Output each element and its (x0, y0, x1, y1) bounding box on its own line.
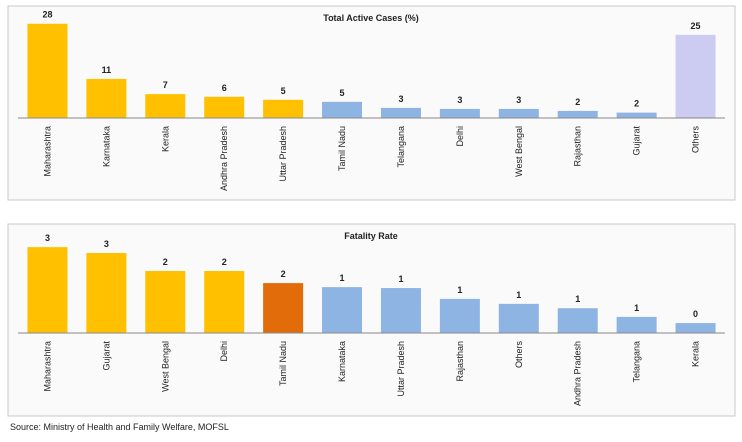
x-tick-label: West Bengal (514, 126, 524, 177)
panel (7, 5, 736, 201)
bar (439, 108, 480, 118)
bar (204, 271, 245, 333)
x-tick-label: Andhra Pradesh (219, 126, 229, 191)
bar (27, 23, 68, 118)
data-label: 1 (457, 285, 462, 295)
x-tick-label: Kerala (160, 126, 170, 152)
bar (322, 101, 363, 118)
bar (263, 283, 304, 333)
bar (380, 288, 421, 333)
x-tick-label: West Bengal (160, 341, 170, 392)
x-tick-label: Karnataka (101, 126, 111, 167)
data-label: 2 (634, 99, 639, 109)
x-tick-label: Tamil Nadu (278, 341, 288, 386)
panel (7, 223, 736, 417)
x-tick-label: Maharashtra (42, 341, 52, 392)
data-label: 2 (575, 97, 580, 107)
x-tick-label: Maharashtra (42, 126, 52, 177)
x-tick-label: Tamil Nadu (337, 126, 347, 171)
x-tick-label: Others (691, 126, 701, 154)
x-tick-label: Karnataka (337, 341, 347, 382)
data-label: 28 (42, 10, 52, 20)
x-tick-label: Delhi (455, 126, 465, 147)
source: Source: Ministry of Health and Family We… (10, 422, 229, 432)
bar (86, 253, 127, 333)
bar (675, 323, 716, 333)
bar (380, 107, 421, 118)
data-label: 6 (222, 83, 227, 93)
bar (498, 108, 539, 118)
data-label: 3 (516, 95, 521, 105)
x-tick-label: Rajasthan (455, 341, 465, 382)
x-tick-label: Rajasthan (573, 126, 583, 167)
bar (498, 303, 539, 333)
x-tick-label: Telangana (396, 126, 406, 168)
chart-title: Fatality Rate (344, 231, 398, 241)
bar (616, 316, 657, 333)
bar (86, 78, 127, 118)
data-label: 25 (691, 21, 701, 31)
bar (557, 110, 598, 118)
bar (145, 94, 186, 118)
bar (439, 298, 480, 333)
data-label: 2 (222, 257, 227, 267)
chart-title: Total Active Cases (%) (323, 13, 419, 23)
bar (675, 34, 716, 118)
data-label: 5 (340, 88, 345, 98)
data-label: 2 (163, 257, 168, 267)
data-label: 3 (398, 94, 403, 104)
x-tick-label: Kerala (691, 341, 701, 367)
data-label: 7 (163, 80, 168, 90)
data-label: 1 (398, 274, 403, 284)
x-tick-label: Gujarat (632, 126, 642, 156)
x-tick-label: Andhra Pradesh (573, 341, 583, 406)
data-label: 1 (516, 290, 521, 300)
data-label: 2 (281, 269, 286, 279)
data-label: 1 (634, 303, 639, 313)
data-label: 3 (457, 95, 462, 105)
data-label: 1 (340, 273, 345, 283)
x-tick-label: Uttar Pradesh (278, 126, 288, 182)
bar (145, 271, 186, 333)
x-tick-label: Uttar Pradesh (396, 341, 406, 397)
data-label: 0 (693, 309, 698, 319)
data-label: 3 (104, 239, 109, 249)
data-label: 3 (45, 233, 50, 243)
x-tick-label: Telangana (632, 341, 642, 383)
data-label: 5 (281, 86, 286, 96)
x-tick-label: Delhi (219, 341, 229, 362)
bar (322, 287, 363, 333)
x-tick-label: Gujarat (101, 341, 111, 371)
data-label: 1 (575, 294, 580, 304)
bar (204, 96, 245, 118)
bar (27, 247, 68, 333)
bar (263, 99, 304, 118)
bar (557, 308, 598, 333)
data-label: 11 (102, 65, 112, 75)
x-tick-label: Others (514, 341, 524, 369)
bar (616, 112, 657, 118)
